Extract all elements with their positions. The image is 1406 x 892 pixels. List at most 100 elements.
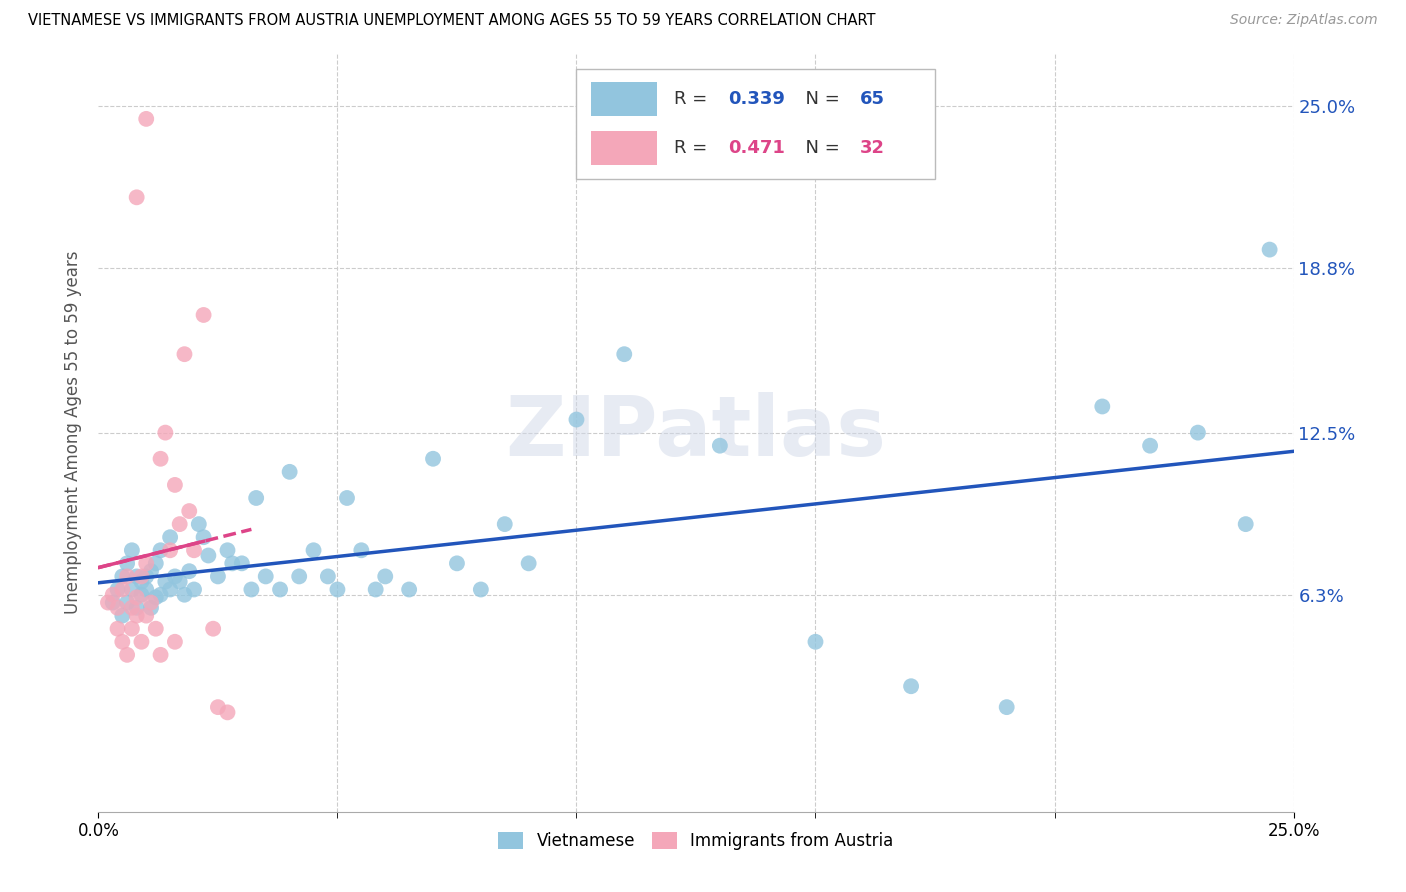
- Point: [278, 465, 301, 479]
- Point: [131, 574, 153, 589]
- Bar: [591, 131, 657, 165]
- Text: 0.471: 0.471: [728, 139, 785, 157]
- Point: [125, 190, 148, 204]
- Point: [131, 569, 153, 583]
- Bar: [591, 82, 657, 116]
- Point: [350, 543, 373, 558]
- Point: [326, 582, 349, 597]
- Point: [995, 700, 1018, 714]
- Point: [193, 308, 215, 322]
- Point: [217, 543, 239, 558]
- Point: [149, 648, 172, 662]
- Point: [135, 569, 157, 583]
- Text: VIETNAMESE VS IMMIGRANTS FROM AUSTRIA UNEMPLOYMENT AMONG AGES 55 TO 59 YEARS COR: VIETNAMESE VS IMMIGRANTS FROM AUSTRIA UN…: [28, 13, 876, 29]
- Point: [155, 425, 177, 440]
- Text: R =: R =: [675, 90, 713, 108]
- Point: [111, 582, 134, 597]
- Point: [900, 679, 922, 693]
- Point: [470, 582, 492, 597]
- FancyBboxPatch shape: [576, 69, 935, 178]
- Point: [288, 569, 311, 583]
- Point: [374, 569, 396, 583]
- Point: [135, 608, 157, 623]
- Point: [101, 596, 124, 610]
- Point: [107, 622, 129, 636]
- Text: 32: 32: [859, 139, 884, 157]
- Point: [1187, 425, 1209, 440]
- Point: [163, 634, 186, 648]
- Point: [115, 569, 138, 583]
- Point: [565, 412, 588, 426]
- Point: [135, 112, 157, 126]
- Point: [135, 557, 157, 571]
- Point: [135, 582, 157, 597]
- Point: [125, 608, 148, 623]
- Point: [1091, 400, 1114, 414]
- Text: N =: N =: [794, 139, 845, 157]
- Point: [159, 543, 181, 558]
- Point: [217, 706, 239, 720]
- Point: [149, 588, 172, 602]
- Point: [193, 530, 215, 544]
- Text: N =: N =: [794, 90, 845, 108]
- Point: [159, 582, 181, 597]
- Point: [145, 591, 167, 605]
- Text: Source: ZipAtlas.com: Source: ZipAtlas.com: [1230, 13, 1378, 28]
- Point: [107, 600, 129, 615]
- Point: [494, 517, 516, 532]
- Point: [316, 569, 339, 583]
- Point: [149, 451, 172, 466]
- Text: R =: R =: [675, 139, 713, 157]
- Text: 65: 65: [859, 90, 884, 108]
- Point: [115, 596, 138, 610]
- Point: [131, 634, 153, 648]
- Legend: Vietnamese, Immigrants from Austria: Vietnamese, Immigrants from Austria: [492, 825, 900, 856]
- Point: [111, 569, 134, 583]
- Point: [422, 451, 444, 466]
- Point: [254, 569, 277, 583]
- Point: [179, 564, 201, 578]
- Point: [121, 582, 143, 597]
- Point: [446, 557, 468, 571]
- Point: [169, 517, 191, 532]
- Point: [517, 557, 540, 571]
- Point: [202, 622, 225, 636]
- Point: [145, 622, 167, 636]
- Y-axis label: Unemployment Among Ages 55 to 59 years: Unemployment Among Ages 55 to 59 years: [65, 251, 83, 615]
- Text: 0.339: 0.339: [728, 90, 785, 108]
- Point: [1258, 243, 1281, 257]
- Point: [163, 478, 186, 492]
- Point: [159, 530, 181, 544]
- Point: [183, 582, 205, 597]
- Text: ZIPatlas: ZIPatlas: [506, 392, 886, 473]
- Point: [398, 582, 420, 597]
- Point: [240, 582, 263, 597]
- Point: [131, 588, 153, 602]
- Point: [125, 591, 148, 605]
- Point: [197, 549, 219, 563]
- Point: [163, 569, 186, 583]
- Point: [139, 600, 162, 615]
- Point: [121, 622, 143, 636]
- Point: [207, 700, 229, 714]
- Point: [183, 543, 205, 558]
- Point: [115, 557, 138, 571]
- Point: [115, 648, 138, 662]
- Point: [613, 347, 636, 361]
- Point: [139, 564, 162, 578]
- Point: [709, 439, 731, 453]
- Point: [149, 543, 172, 558]
- Point: [1234, 517, 1257, 532]
- Point: [107, 582, 129, 597]
- Point: [155, 574, 177, 589]
- Point: [302, 543, 325, 558]
- Point: [179, 504, 201, 518]
- Point: [173, 347, 195, 361]
- Point: [804, 634, 827, 648]
- Point: [101, 588, 124, 602]
- Point: [221, 557, 243, 571]
- Point: [125, 600, 148, 615]
- Point: [207, 569, 229, 583]
- Point: [121, 543, 143, 558]
- Point: [145, 557, 167, 571]
